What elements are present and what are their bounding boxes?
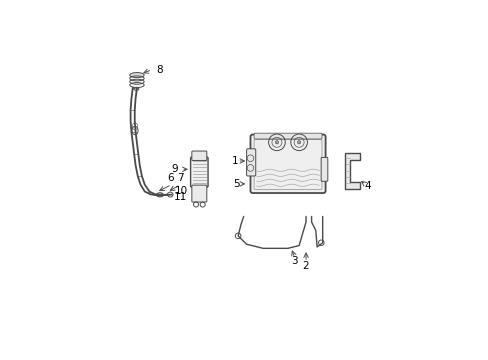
FancyBboxPatch shape	[190, 157, 207, 187]
Text: 8: 8	[156, 64, 162, 75]
FancyBboxPatch shape	[254, 133, 321, 139]
Text: 7: 7	[177, 173, 183, 183]
FancyBboxPatch shape	[250, 135, 325, 193]
Circle shape	[275, 141, 278, 144]
FancyBboxPatch shape	[191, 185, 206, 202]
Text: 3: 3	[291, 256, 298, 266]
Text: 11: 11	[174, 192, 187, 202]
Text: 4: 4	[364, 181, 370, 191]
Text: 6: 6	[167, 173, 174, 183]
FancyBboxPatch shape	[246, 149, 255, 176]
Text: 1: 1	[231, 156, 238, 166]
Text: 9: 9	[171, 164, 178, 174]
Text: 10: 10	[174, 186, 187, 196]
Circle shape	[297, 141, 300, 144]
Text: 2: 2	[302, 261, 309, 270]
FancyBboxPatch shape	[191, 151, 206, 161]
Text: 5: 5	[233, 179, 240, 189]
Polygon shape	[344, 153, 359, 189]
FancyBboxPatch shape	[321, 157, 327, 181]
Ellipse shape	[129, 73, 144, 77]
